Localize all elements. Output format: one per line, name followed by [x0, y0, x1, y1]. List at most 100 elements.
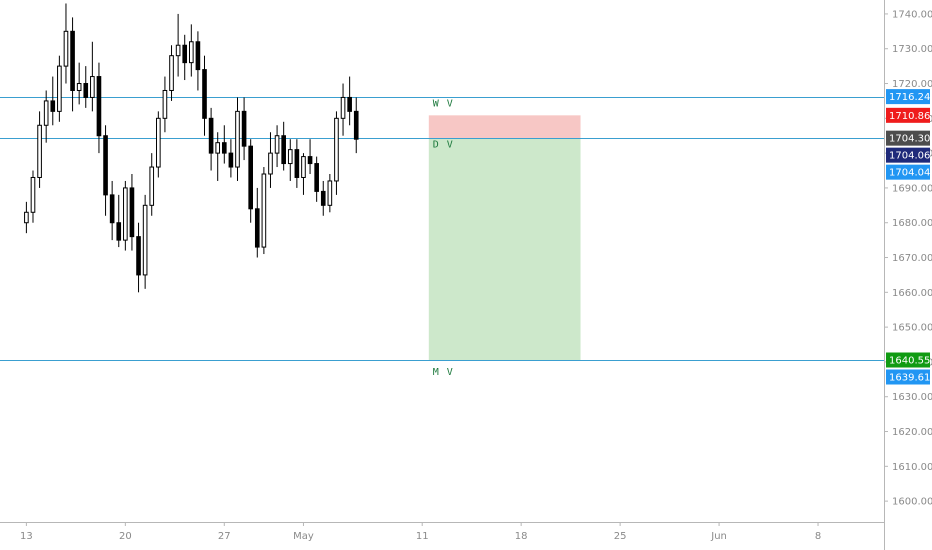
time-tick-label: 18: [515, 531, 528, 542]
price-tick-label: 1720.00: [892, 79, 932, 90]
candle: [301, 153, 306, 195]
candle: [188, 24, 194, 77]
price-badge-text: 1704.30: [889, 134, 930, 145]
candle: [142, 194, 148, 289]
candle-body: [261, 173, 267, 248]
candle-body: [301, 156, 306, 178]
candle: [202, 55, 207, 136]
candle-body: [43, 100, 49, 126]
candle: [320, 180, 326, 216]
candle-body: [96, 76, 102, 137]
candle-body: [30, 176, 36, 213]
candlestick-series: [24, 3, 359, 293]
price-badges: 1716.24 1710.86 1704.30 1704.06 1704.04 1640.…: [886, 89, 930, 385]
candle: [57, 55, 62, 122]
zone-label: M V: [433, 367, 454, 378]
price-badge-bg: [886, 369, 930, 385]
candle: [182, 34, 188, 81]
price-badge: 1640.55: [886, 352, 930, 368]
candle: [208, 107, 214, 171]
price-badge-text: 1710.86: [889, 111, 930, 122]
candle-body: [353, 110, 359, 140]
candle-body: [195, 41, 201, 71]
price-badge-bg: [886, 147, 930, 163]
candle: [175, 13, 181, 77]
candle-body: [314, 163, 319, 192]
candle-body: [57, 65, 62, 112]
price-tick-label: 1650.00: [892, 323, 932, 334]
time-tick-label: May: [293, 531, 314, 542]
candle: [116, 194, 122, 248]
candle: [221, 125, 227, 164]
candle-body: [70, 30, 75, 91]
position-zones: [428, 115, 581, 361]
price-badge-bg: [886, 352, 930, 368]
candle: [235, 97, 240, 181]
candle-body: [103, 135, 108, 196]
price-badge-text: 1704.04: [889, 168, 930, 179]
time-tick-label: Jun: [710, 531, 727, 542]
candle: [50, 76, 56, 126]
price-tick-label: 1620.00: [892, 427, 932, 438]
price-tick-label: 1660.00: [892, 288, 932, 299]
time-axis[interactable]: 13 20 27 May 11 18 25 Jun 8: [20, 522, 821, 542]
candle-body: [63, 30, 69, 67]
candle-body: [235, 110, 240, 168]
price-badge-text: 1640.55: [889, 356, 930, 367]
candle: [43, 90, 49, 143]
candle-body: [182, 44, 188, 64]
candle-body: [129, 187, 135, 238]
price-badge: 1704.30: [886, 130, 930, 146]
candle-body: [327, 180, 333, 206]
price-badge: 1704.04: [886, 164, 930, 180]
time-tick-label: 25: [614, 531, 627, 542]
time-tick-label: 27: [218, 531, 231, 542]
candle: [90, 41, 95, 112]
price-axis[interactable]: 1740.001730.001720.001710.001700.001690.…: [884, 9, 932, 508]
candle-body: [109, 194, 115, 224]
candle: [294, 139, 300, 188]
candle: [156, 111, 161, 178]
candle-body: [156, 117, 161, 168]
stop-loss-zone: [428, 115, 581, 139]
zone-label: D V: [433, 140, 454, 151]
candle-body: [347, 96, 352, 112]
price-tick-label: 1600.00: [892, 497, 932, 508]
candle-body: [83, 83, 89, 98]
candle-body: [142, 204, 148, 276]
price-level-lines: [0, 97, 884, 361]
candle-body: [228, 152, 234, 168]
candle-body: [37, 124, 42, 178]
candle-body: [208, 117, 214, 154]
price-tick-label: 1670.00: [892, 253, 932, 264]
candle: [347, 76, 352, 126]
time-tick-label: 8: [815, 531, 821, 542]
candle-body: [90, 76, 95, 98]
candle: [83, 66, 89, 108]
candle: [274, 125, 280, 168]
candle-body: [320, 190, 326, 206]
zone-label: W V: [433, 98, 454, 109]
price-badge-bg: [886, 107, 930, 123]
candle: [169, 45, 174, 101]
price-badge-bg: [886, 130, 930, 146]
price-badge-text: 1639.61: [889, 373, 930, 384]
candle: [228, 139, 234, 178]
candle-body: [248, 145, 254, 210]
candle-body: [169, 55, 174, 91]
candle: [123, 180, 128, 251]
price-tick-label: 1740.00: [892, 9, 932, 20]
candle: [162, 76, 168, 133]
time-tick-label: 11: [416, 531, 429, 542]
candle-body: [294, 149, 300, 178]
candle: [353, 97, 359, 154]
candle-body: [136, 236, 141, 276]
candle: [136, 222, 141, 293]
candle-body: [175, 44, 181, 57]
candle: [307, 139, 313, 174]
price-tick-label: 1630.00: [892, 392, 932, 403]
price-badge-bg: [886, 164, 930, 180]
candle: [215, 132, 221, 181]
candle-body: [123, 187, 128, 241]
